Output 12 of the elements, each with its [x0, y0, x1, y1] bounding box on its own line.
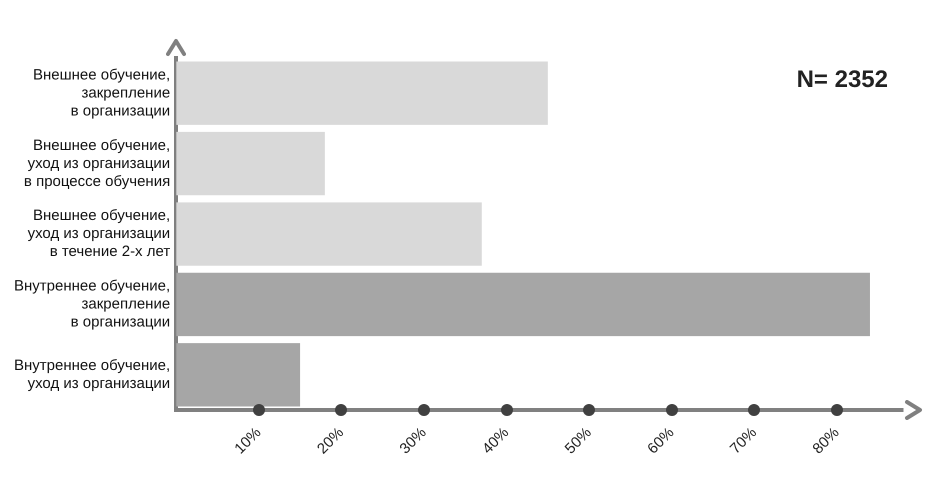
x-tick-label: 60% [644, 424, 678, 458]
y-tick-label: Внешнее обучение, уход из организации в процессе обучения [24, 136, 170, 190]
x-tick-label: 50% [562, 424, 595, 458]
x-tick-label: 40% [479, 424, 512, 458]
annotation: N= 2352 [796, 66, 888, 94]
y-tick-label: Внешнее обучение, уход из организации в течение 2-х лет [28, 207, 170, 260]
y-tick-label: Внутреннее обучение, уход из организации [14, 356, 170, 392]
x-tick-label: 30% [396, 424, 430, 458]
x-tick-label: 80% [809, 424, 843, 458]
y-tick-label: Внутреннее обучение, закрепление в организации [14, 278, 170, 331]
y-tick-label: Внешнее обучение, закрепление в организации [32, 66, 170, 120]
x-tick-label: 70% [726, 424, 760, 458]
